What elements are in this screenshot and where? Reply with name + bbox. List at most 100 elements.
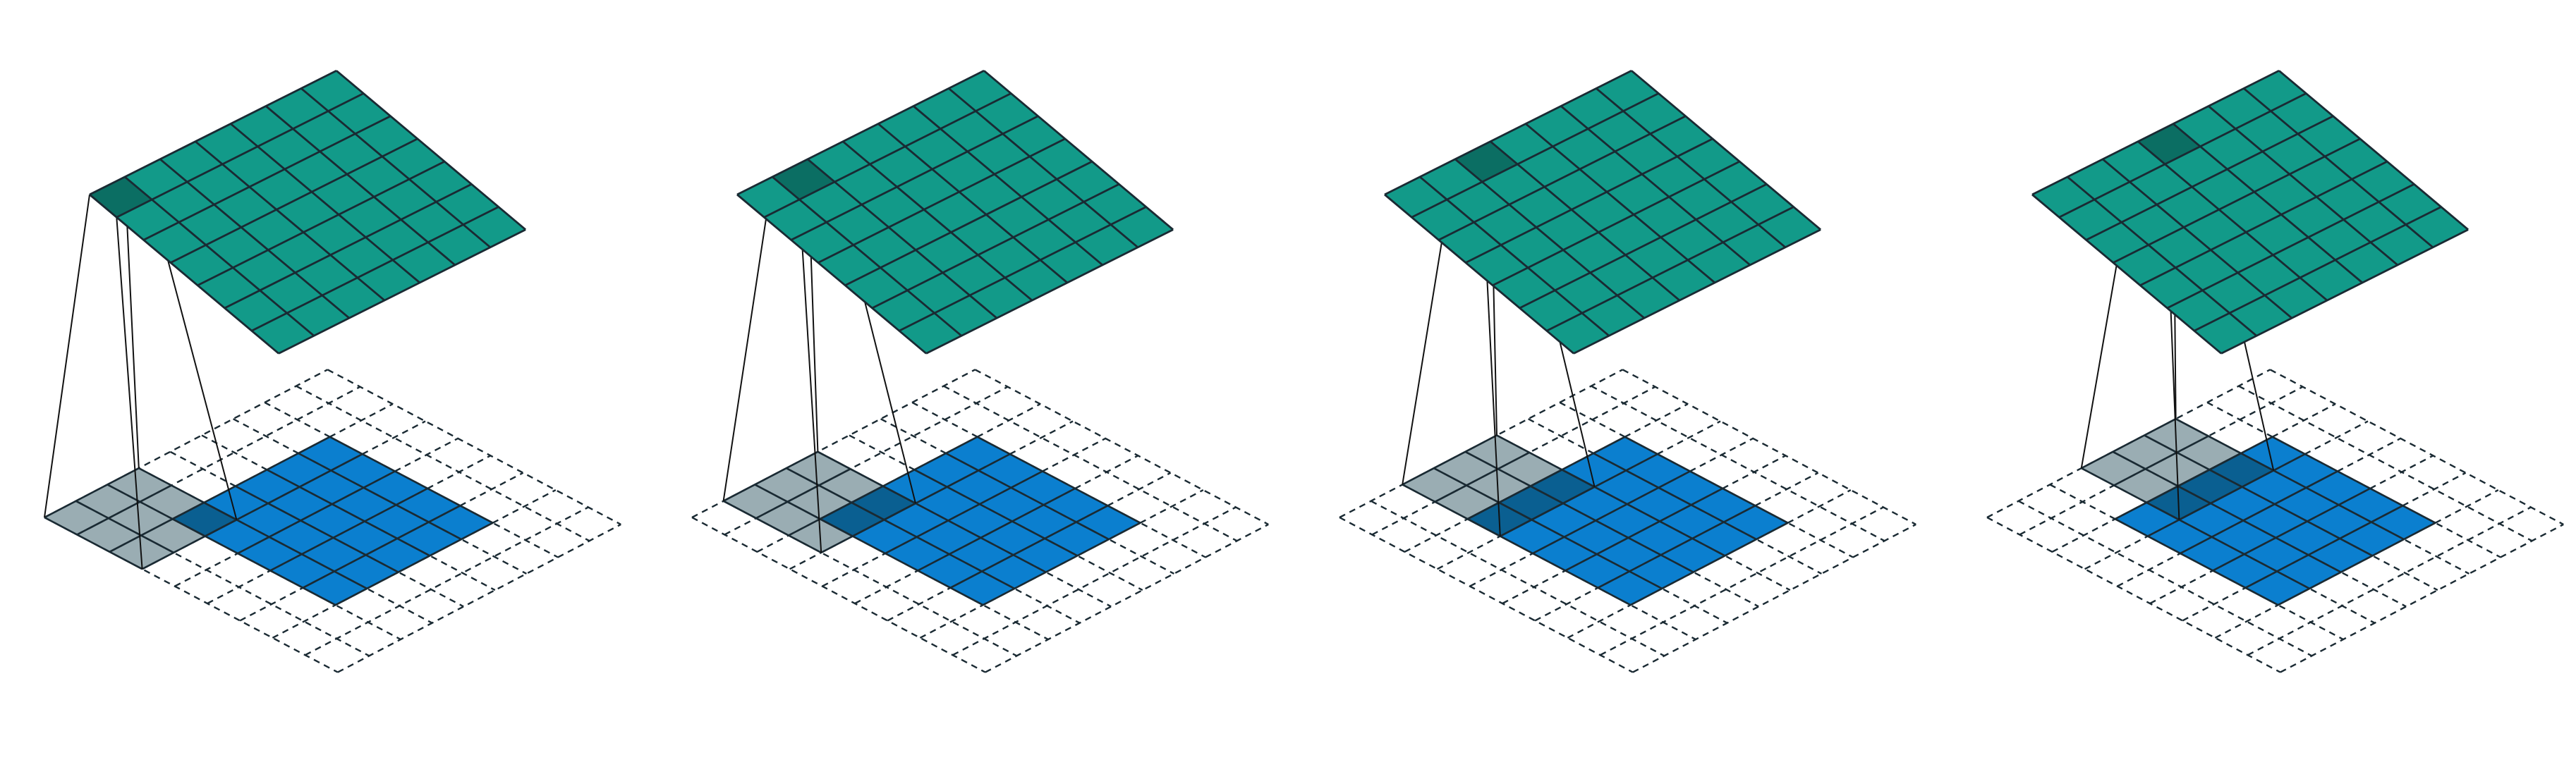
kernel-line [1433, 467, 1533, 521]
output-grid-line [195, 140, 386, 302]
output-grid-line [2194, 206, 2442, 332]
output-grid-line [116, 92, 364, 219]
input-data-line [334, 522, 494, 606]
output-grid-line [736, 70, 985, 196]
input-grid-line [2269, 369, 2564, 525]
input-grid-line [724, 386, 1009, 536]
output-grid-line [948, 87, 1139, 248]
input-grid-line [817, 450, 1112, 608]
kernel-line [788, 485, 884, 536]
kernel-line [75, 500, 174, 554]
input-data-line [266, 469, 431, 557]
projection-line [722, 176, 773, 501]
output-grid-line [2278, 70, 2469, 231]
input-data-line [2212, 487, 2371, 572]
output-grid [2031, 70, 2469, 355]
input-grid-line [169, 450, 464, 608]
input-data-line [237, 470, 396, 555]
output-grid-line [983, 70, 1174, 231]
input-grid-line [911, 401, 1206, 558]
input-data-line [302, 505, 461, 589]
input-data-line [2180, 470, 2338, 555]
output-grid-line [2243, 87, 2434, 248]
input-grid-line [1371, 500, 1665, 657]
kernel-line [138, 467, 238, 521]
output-grid-line [736, 193, 928, 355]
input-data-line [1565, 487, 1723, 572]
input-data-line [2277, 522, 2436, 606]
input-grid-line [985, 523, 1269, 673]
output-grid-line [925, 228, 1174, 355]
input-data-line [235, 485, 399, 573]
output-grid-line [142, 115, 391, 241]
output-grid-line [1384, 70, 1632, 196]
input-data-region [172, 436, 493, 606]
input-data-line [1593, 452, 1757, 541]
input-grid-line [691, 516, 986, 673]
output-grid-line [2031, 70, 2280, 196]
output-grid-line [124, 176, 315, 337]
input-data-line [2244, 505, 2404, 589]
kernel-line [820, 502, 916, 554]
output-grid-line [844, 160, 1093, 287]
input-data-line [976, 436, 1141, 524]
kernel-line [786, 467, 885, 521]
kernel-line [107, 484, 206, 537]
input-grid-line [296, 385, 590, 542]
output-grid-line [1573, 228, 1821, 355]
kernel-line [1402, 434, 1497, 486]
kernel-line [2112, 450, 2211, 505]
input-data-line [329, 436, 494, 524]
output-grid-line [763, 92, 1011, 219]
input-grid-line [2112, 450, 2407, 608]
output-grid-line [1546, 206, 1794, 332]
projection-line [798, 200, 822, 553]
output-feature-map [2032, 70, 2469, 354]
panel-1 [44, 70, 621, 673]
input-grid-line [327, 369, 621, 525]
input-grid-line [2280, 523, 2564, 673]
kernel-line [44, 467, 140, 519]
input-data-line [949, 505, 1109, 589]
output-grid-line [2102, 158, 2293, 319]
output-grid-line [2139, 160, 2388, 287]
input-data-line [269, 487, 428, 572]
output-grid-line [871, 183, 1120, 309]
kernel-line [722, 500, 822, 554]
kernel-line [2144, 434, 2243, 488]
kernel-line [2081, 467, 2180, 521]
kernel-line [1434, 451, 1530, 503]
input-grid-line [305, 506, 589, 656]
output-grid-line [1519, 183, 1768, 309]
projection-line [44, 194, 90, 518]
output-grid-line [1525, 123, 1716, 284]
input-grid-line [44, 369, 328, 519]
input-data-line [2114, 518, 2279, 606]
input-grid-line [880, 418, 1174, 575]
input-grid-line [201, 434, 496, 591]
kernel-line [1500, 486, 1596, 537]
output-grid-line [251, 206, 499, 332]
output-grid-line [170, 137, 418, 264]
output-grid-line [230, 123, 421, 284]
input-grid-line [337, 523, 621, 673]
input-data-line [2271, 436, 2436, 524]
panel-4 [1986, 70, 2564, 673]
kernel-line [1496, 434, 1596, 488]
kernel-line [76, 484, 172, 536]
input-data-line [298, 452, 462, 541]
output-grid-line [1465, 137, 1713, 264]
input-grid-line [1528, 418, 1822, 575]
kernel-line [1402, 484, 1501, 537]
input-data-line [945, 452, 1110, 541]
output-grid-line [2173, 123, 2364, 284]
output-grid-line [2137, 140, 2328, 302]
output-grid-line [790, 115, 1039, 241]
input-grid-line [1433, 467, 1728, 624]
output-grid-line [265, 105, 456, 266]
input-grid-line [1464, 450, 1759, 608]
input-grid-line [1600, 506, 1884, 656]
output-grid-line [2220, 228, 2469, 355]
output-grid-line [89, 70, 337, 196]
kernel-line [141, 519, 238, 570]
